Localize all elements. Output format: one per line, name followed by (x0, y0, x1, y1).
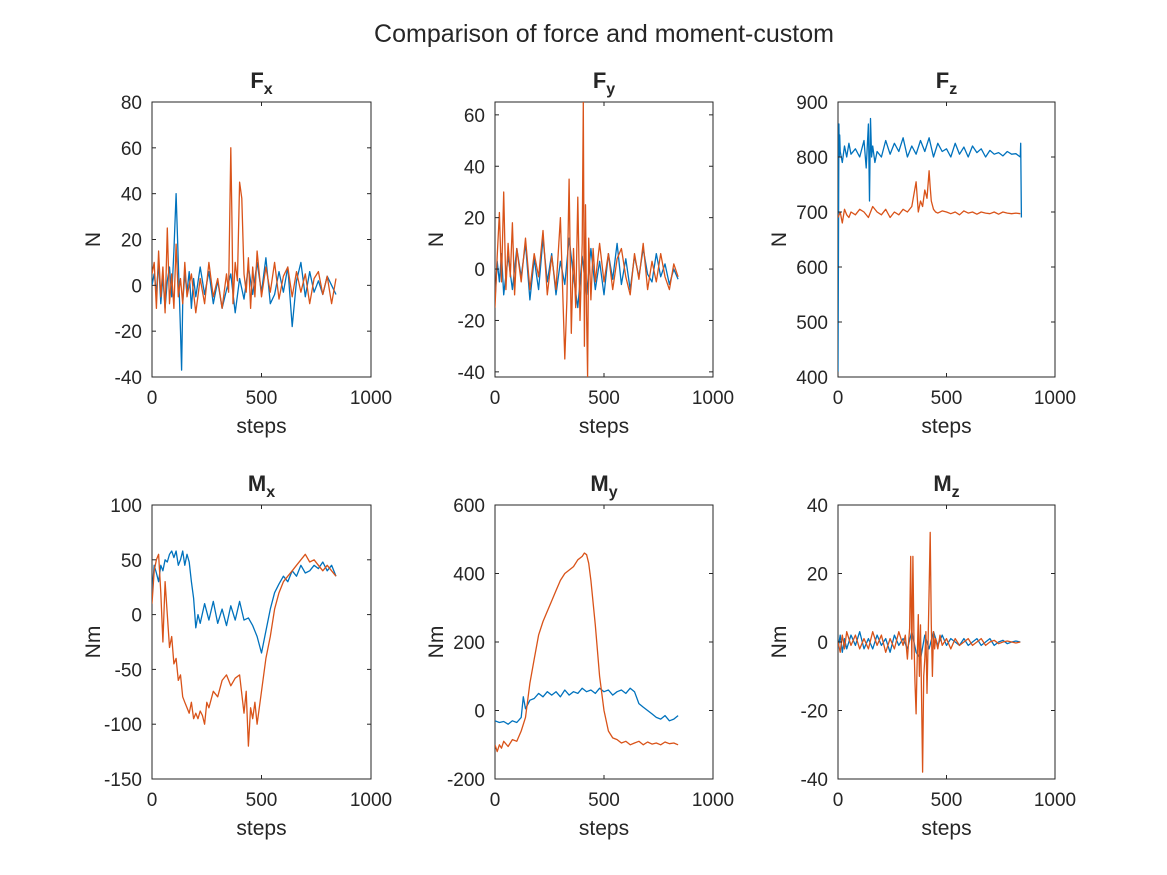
subplot-title: Mx (248, 471, 275, 501)
y-tick-label: -100 (104, 715, 142, 736)
y-tick-label: -40 (801, 770, 828, 791)
x-tick-label: 0 (490, 790, 501, 811)
y-tick-label: 800 (796, 148, 828, 169)
x-axis-label: steps (921, 817, 971, 840)
y-tick-label: 0 (474, 702, 485, 723)
y-axis-label: Nm (425, 626, 448, 659)
y-tick-label: -200 (447, 770, 485, 791)
y-axis-label: N (768, 232, 791, 247)
x-tick-label: 500 (931, 388, 963, 409)
y-tick-label: 0 (474, 260, 485, 281)
x-axis-label: steps (921, 415, 971, 438)
y-tick-label: 500 (796, 313, 828, 334)
y-tick-label: -50 (115, 660, 142, 681)
y-tick-label: 0 (131, 606, 142, 627)
y-tick-label: 400 (796, 368, 828, 389)
series-line-1 (838, 117, 1023, 372)
series-line-1 (495, 687, 679, 725)
x-tick-label: 0 (833, 388, 844, 409)
x-tick-label: 0 (833, 790, 844, 811)
x-tick-label: 1000 (692, 790, 734, 811)
y-tick-label: 600 (453, 496, 485, 517)
y-tick-label: 60 (121, 139, 142, 160)
series-line-1 (152, 550, 337, 654)
y-tick-label: 20 (464, 209, 485, 230)
figure-title: Comparison of force and moment-custom (374, 20, 834, 48)
y-tick-label: 40 (121, 185, 142, 206)
plot-area (494, 504, 714, 780)
series-line-1 (838, 631, 1021, 660)
x-tick-label: 0 (490, 388, 501, 409)
plot-area (151, 504, 372, 780)
subplot-fx: 0 500 1000 -40 -20 0 20 40 60 80 steps N Fx (82, 68, 392, 438)
y-tick-label: 20 (121, 231, 142, 252)
y-tick-label: -20 (458, 311, 485, 332)
plot-area (151, 101, 372, 378)
x-axis-label: steps (236, 415, 286, 438)
series-line-2 (838, 170, 1021, 224)
y-tick-label: 900 (796, 93, 828, 114)
series-line-2 (152, 553, 337, 747)
y-tick-label: 700 (796, 203, 828, 224)
x-tick-label: 500 (588, 388, 620, 409)
x-tick-label: 500 (246, 388, 278, 409)
x-tick-label: 1000 (1034, 388, 1076, 409)
y-tick-label: 400 (453, 565, 485, 586)
y-tick-label: -20 (801, 702, 828, 723)
x-tick-label: 500 (931, 790, 963, 811)
x-tick-label: 0 (147, 790, 158, 811)
x-axis-label: steps (236, 817, 286, 840)
subplot-title: My (590, 471, 617, 501)
x-tick-label: 0 (147, 388, 158, 409)
x-tick-label: 1000 (350, 388, 392, 409)
series-line-2 (495, 552, 679, 753)
series-line-2 (495, 102, 679, 377)
x-tick-label: 1000 (350, 790, 392, 811)
subplot-fz: 0 500 1000 400 500 600 700 800 900 steps N Fz (768, 68, 1076, 438)
x-tick-label: 500 (246, 790, 278, 811)
x-tick-label: 1000 (1034, 790, 1076, 811)
subplot-fy: 0 500 1000 -40 -20 0 20 40 60 steps N Fy (425, 68, 734, 438)
subplot-mz: 0 500 1000 -40 -20 0 20 40 steps Nm Mz (768, 471, 1076, 840)
subplot-title: Fy (593, 68, 615, 98)
y-tick-label: 0 (817, 633, 828, 654)
y-axis-label: Nm (768, 626, 791, 659)
y-tick-label: 200 (453, 633, 485, 654)
series-line-2 (838, 531, 1021, 773)
subplot-title: Fz (936, 68, 957, 98)
plot-area (494, 101, 714, 378)
y-tick-label: 50 (121, 551, 142, 572)
y-axis-label: N (425, 232, 448, 247)
y-tick-label: 40 (807, 496, 828, 517)
y-tick-label: 40 (464, 157, 485, 178)
y-tick-label: -40 (115, 368, 142, 389)
y-tick-label: 600 (796, 258, 828, 279)
y-tick-label: 0 (131, 276, 142, 297)
y-tick-label: 100 (110, 496, 142, 517)
subplot-mx: 0 500 1000 -150 -100 -50 0 50 100 steps Nm Mx (82, 471, 392, 840)
y-axis-label: Nm (82, 626, 105, 659)
y-tick-label: -20 (115, 322, 142, 343)
x-tick-label: 1000 (692, 388, 734, 409)
y-tick-label: -150 (104, 770, 142, 791)
subplot-title: Fx (250, 68, 272, 98)
y-axis-label: N (82, 232, 105, 247)
plot-area (837, 101, 1056, 378)
y-tick-label: 60 (464, 106, 485, 127)
y-tick-label: 80 (121, 93, 142, 114)
subplot-title: Mz (933, 471, 959, 501)
y-tick-label: -40 (458, 363, 485, 384)
x-axis-label: steps (579, 817, 629, 840)
series-line-2 (152, 147, 337, 314)
x-tick-label: 500 (588, 790, 620, 811)
y-tick-label: 20 (807, 565, 828, 586)
x-axis-label: steps (579, 415, 629, 438)
